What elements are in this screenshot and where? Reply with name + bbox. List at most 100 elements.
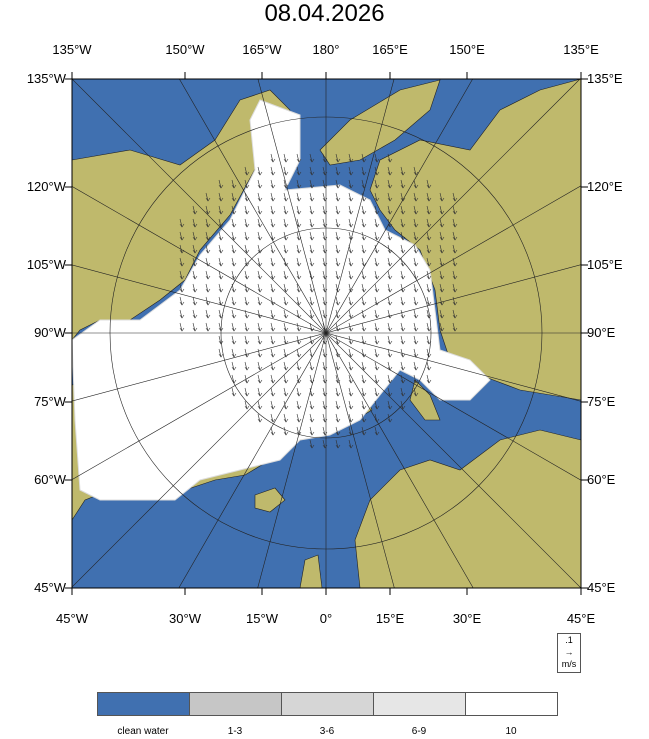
drift-vector (270, 309, 276, 319)
drift-vector (361, 426, 367, 436)
drift-vector (257, 166, 263, 176)
drift-vector (361, 270, 367, 280)
drift-vector (296, 283, 302, 293)
drift-vector (348, 374, 354, 384)
drift-vector (335, 192, 341, 202)
drift-vector (244, 218, 250, 228)
drift-vector (426, 192, 432, 202)
drift-vector (296, 244, 302, 254)
drift-vector (309, 218, 315, 228)
drift-vector (413, 387, 419, 397)
drift-vector (257, 257, 263, 267)
drift-vector (348, 218, 354, 228)
drift-vector (400, 218, 406, 228)
drift-vector (244, 322, 250, 332)
drift-vector (205, 192, 211, 202)
drift-vector (218, 283, 224, 293)
drift-vector (244, 374, 250, 384)
drift-vector (322, 283, 328, 293)
drift-vector (257, 400, 263, 410)
drift-vector (322, 270, 328, 280)
drift-vector (335, 218, 341, 228)
drift-vector (296, 361, 302, 371)
drift-vector (257, 387, 263, 397)
drift-vector (361, 166, 367, 176)
drift-vector (270, 283, 276, 293)
drift-vector (309, 309, 315, 319)
left-longitude-label: 120°W (26, 179, 66, 194)
drift-vector (348, 244, 354, 254)
drift-vector (205, 257, 211, 267)
drift-vector (387, 296, 393, 306)
drift-vector (205, 270, 211, 280)
drift-vector (361, 413, 367, 423)
drift-vector (322, 439, 328, 449)
drift-vector (439, 322, 445, 332)
drift-vector (218, 205, 224, 215)
drift-vector (283, 283, 289, 293)
drift-vector (413, 244, 419, 254)
drift-vector (296, 296, 302, 306)
drift-vector (374, 400, 380, 410)
drift-vector (374, 205, 380, 215)
drift-vector (231, 361, 237, 371)
drift-vector (231, 283, 237, 293)
drift-vector (283, 426, 289, 436)
drift-vector (426, 374, 432, 384)
drift-vector (413, 283, 419, 293)
drift-vector (452, 309, 458, 319)
drift-vector (257, 296, 263, 306)
right-longitude-label: 90°E (587, 325, 616, 340)
drift-vector (374, 348, 380, 358)
drift-vector (387, 322, 393, 332)
drift-vector (296, 205, 302, 215)
drift-vector (231, 179, 237, 189)
drift-vector (322, 426, 328, 436)
drift-vector (348, 361, 354, 371)
drift-vector (439, 231, 445, 241)
drift-vector (192, 205, 198, 215)
drift-vector (179, 244, 185, 254)
drift-vector (231, 231, 237, 241)
top-longitude-label: 135°W (52, 42, 92, 57)
drift-vector (322, 400, 328, 410)
drift-vector (348, 283, 354, 293)
drift-vector (270, 400, 276, 410)
drift-vector (257, 413, 263, 423)
drift-vector (322, 179, 328, 189)
drift-vector (348, 309, 354, 319)
drift-vector (218, 270, 224, 280)
drift-vector (270, 322, 276, 332)
drift-vector (257, 348, 263, 358)
drift-vector (270, 192, 276, 202)
drift-vector (400, 400, 406, 410)
drift-vector (309, 374, 315, 384)
drift-vector (322, 205, 328, 215)
top-longitude-label: 180° (312, 42, 340, 57)
drift-vector (322, 309, 328, 319)
drift-vector (270, 257, 276, 267)
drift-vector (335, 309, 341, 319)
drift-vector (192, 257, 198, 267)
drift-vector (400, 348, 406, 358)
drift-vector (231, 387, 237, 397)
drift-vector (322, 296, 328, 306)
drift-vector (400, 257, 406, 267)
drift-vector (270, 296, 276, 306)
map-title: 08.04.2026 (264, 0, 385, 27)
drift-vector (439, 309, 445, 319)
drift-vector (205, 296, 211, 306)
drift-vector (348, 322, 354, 332)
drift-vector (283, 257, 289, 267)
drift-vector (452, 205, 458, 215)
drift-vector (309, 400, 315, 410)
drift-vector (257, 283, 263, 293)
drift-vector (348, 296, 354, 306)
drift-vector (439, 244, 445, 254)
drift-vector (283, 218, 289, 228)
drift-vector (283, 400, 289, 410)
drift-vector (374, 179, 380, 189)
drift-vector (413, 322, 419, 332)
drift-vector (426, 361, 432, 371)
